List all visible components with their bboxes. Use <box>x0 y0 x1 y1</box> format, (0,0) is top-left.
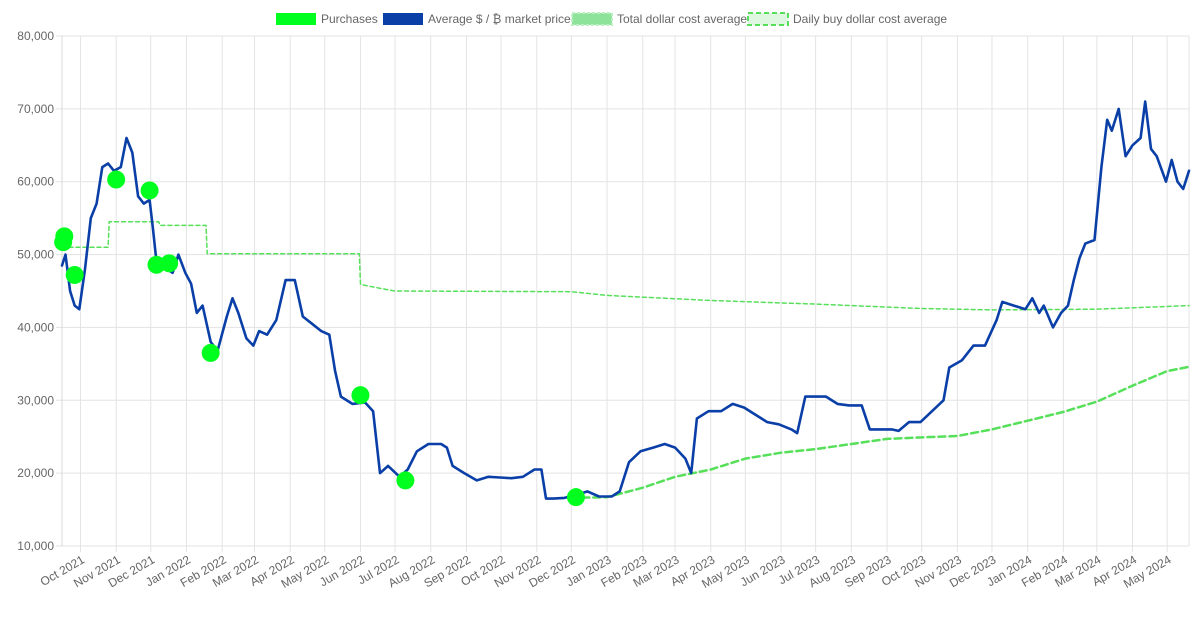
legend-swatch-market <box>383 13 423 25</box>
legend-item-total_dca[interactable]: Total dollar cost average <box>571 12 747 26</box>
y-tick-label: 60,000 <box>17 175 54 189</box>
legend-label-total_dca: Total dollar cost average <box>617 12 747 26</box>
purchase-point[interactable] <box>55 227 74 246</box>
legend-item-market[interactable]: Average $ / ₿ market price <box>383 12 571 26</box>
legend-swatch-daily_dca <box>747 12 789 26</box>
y-axis: 10,000 20,000 30,000 40,000 50,000 60,000 70,0… <box>17 29 54 553</box>
legend-label-purchases: Purchases <box>321 12 378 26</box>
y-tick-label: 40,000 <box>17 320 54 334</box>
legend-item-purchases[interactable]: Purchases <box>276 12 378 26</box>
y-tick-label: 10,000 <box>17 539 54 553</box>
daily-buy-dca-line <box>61 221 1190 311</box>
purchase-point[interactable] <box>107 170 126 189</box>
purchase-point[interactable] <box>351 386 370 405</box>
y-tick-label: 30,000 <box>17 393 54 407</box>
grid <box>56 35 1190 552</box>
y-tick-label: 80,000 <box>17 29 54 43</box>
purchase-point[interactable] <box>160 254 179 273</box>
legend-label-daily_dca: Daily buy dollar cost average <box>793 12 947 26</box>
purchase-point[interactable] <box>65 265 84 284</box>
series-lines <box>60 100 1191 500</box>
purchase-point[interactable] <box>140 181 159 200</box>
legend-swatch-purchases <box>276 13 316 25</box>
purchase-point[interactable] <box>566 488 585 507</box>
legend-swatch-total_dca <box>571 12 613 26</box>
y-tick-label: 70,000 <box>17 102 54 116</box>
legend-item-daily_dca[interactable]: Daily buy dollar cost average <box>747 12 947 26</box>
total-dca-line <box>570 365 1191 500</box>
purchase-points <box>54 170 585 507</box>
y-tick-label: 20,000 <box>17 466 54 480</box>
legend-label-market: Average $ / ₿ market price <box>428 12 571 26</box>
purchase-point[interactable] <box>201 343 220 362</box>
y-tick-label: 50,000 <box>17 248 54 262</box>
purchase-point[interactable] <box>396 471 415 490</box>
market-price-line <box>60 100 1191 500</box>
legend: Purchases Average $ / ₿ market price Total… <box>276 12 947 26</box>
